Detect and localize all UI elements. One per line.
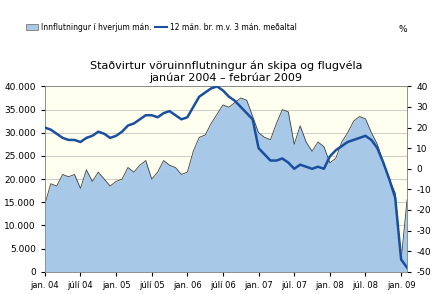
Title: Staðvirtur vöruinnflutningur án skipa og flugvéla
janúar 2004 – febrúar 2009: Staðvirtur vöruinnflutningur án skipa og… xyxy=(89,60,362,83)
Text: %: % xyxy=(398,25,406,34)
Legend: Innflutningur í hverjum mán., 12 mán. br. m.v. 3 mán. meðaltal: Innflutningur í hverjum mán., 12 mán. br… xyxy=(23,20,299,35)
